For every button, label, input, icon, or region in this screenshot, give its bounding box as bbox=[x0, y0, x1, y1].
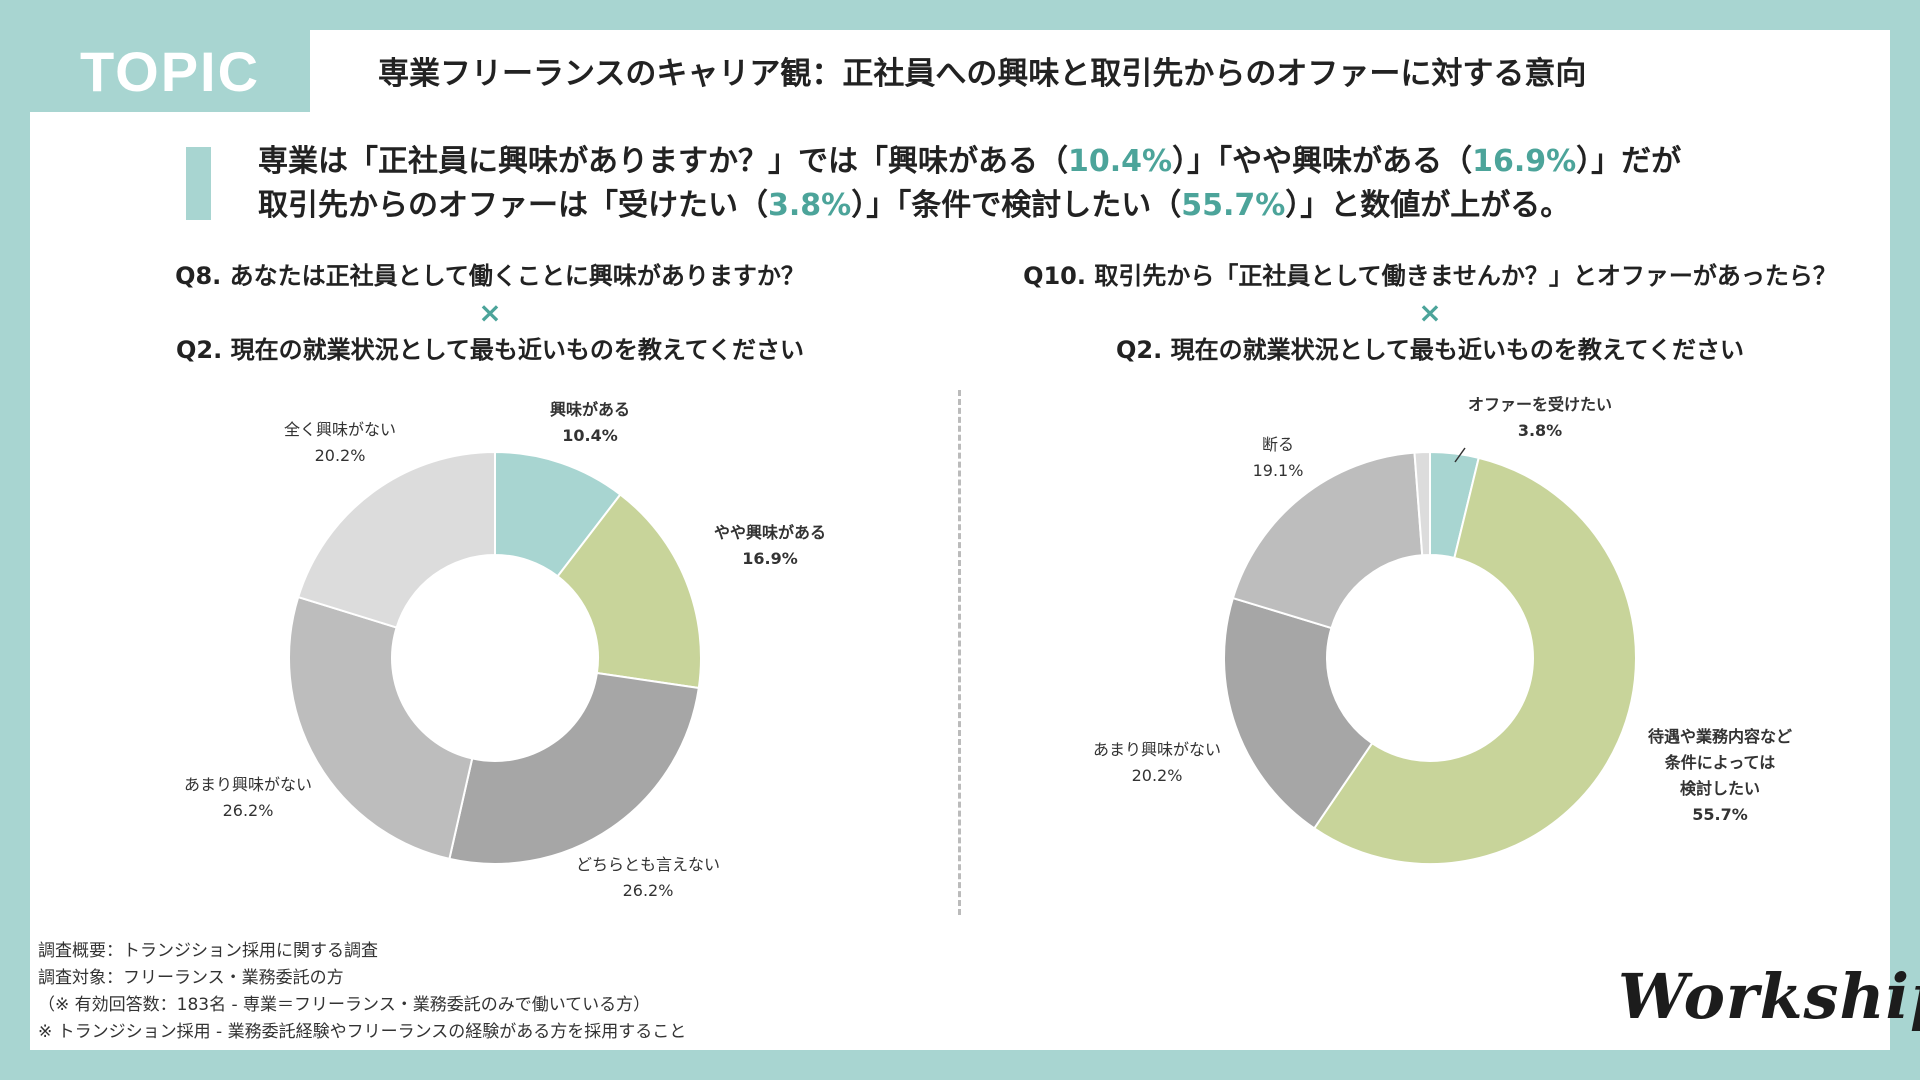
summary-value-accept: 3.8% bbox=[768, 188, 852, 223]
summary-text: 専業は「正社員に興味がありますか？」では「興味がある（10.4%）」「やや興味が… bbox=[258, 140, 1818, 228]
chart2-label-2: あまり興味がない 20.2% bbox=[1093, 740, 1221, 785]
footnote-line-2: 調査対象：フリーランス・業務委託の方 bbox=[38, 968, 344, 988]
summary-value-somewhat-interested: 16.9% bbox=[1472, 144, 1577, 179]
chart1-slice-3 bbox=[288, 595, 474, 861]
chart-divider bbox=[958, 390, 961, 915]
chart1-label-2: どちらとも言えない 26.2% bbox=[576, 855, 720, 900]
footnote-line-4: ※ トランジション採用 - 業務委託経験やフリーランスの経験がある方を採用するこ… bbox=[38, 1022, 687, 1042]
chart2-leader-line bbox=[1454, 447, 1466, 463]
left-cross-icon: × bbox=[478, 296, 502, 329]
footnote-line-3: （※ 有効回答数：183名 - 専業＝フリーランス・業務委託のみで働いている方） bbox=[38, 995, 651, 1015]
survey-footnote: 調査概要：トランジション採用に関する調査 調査対象：フリーランス・業務委託の方 … bbox=[38, 938, 686, 1046]
right-question-main: Q10. 取引先から「正社員として働きませんか？」とオファーがあったら？ bbox=[1023, 262, 1837, 290]
summary-line2-part-c: ）」と数値が上がる。 bbox=[1285, 188, 1571, 223]
chart2-label-3: 断る 19.1% bbox=[1253, 435, 1304, 480]
chart1-slice-1 bbox=[556, 493, 702, 690]
chart2-slice-1 bbox=[1312, 456, 1637, 865]
summary-line-1: 専業は「正社員に興味がありますか？」では「興味がある（10.4%）」「やや興味が… bbox=[258, 140, 1818, 184]
chart1-label-0: 興味がある 10.4% bbox=[550, 400, 630, 445]
chart1-label-3: あまり興味がない 26.2% bbox=[184, 775, 312, 820]
workship-logo: Workship bbox=[1618, 960, 1920, 1033]
chart2-slice-3 bbox=[1231, 451, 1424, 630]
chart1-slice-2 bbox=[448, 671, 700, 865]
chart2-slice-4 bbox=[1413, 450, 1431, 557]
summary-line2-part-b: ）」「条件で検討したい（ bbox=[851, 188, 1182, 223]
left-question-sub: Q2. 現在の就業状況として最も近いものを教えてください bbox=[176, 336, 804, 364]
page-title: 専業フリーランスのキャリア観：正社員への興味と取引先からのオファーに対する意向 bbox=[378, 56, 1587, 92]
summary-line1-part-c: ）」だが bbox=[1576, 144, 1682, 179]
chart2-label-0: オファーを受けたい 3.8% bbox=[1468, 395, 1612, 440]
chart1-label-4: 全く興味がない 20.2% bbox=[284, 420, 396, 465]
left-question-main: Q8. あなたは正社員として働くことに興味がありますか？ bbox=[175, 262, 805, 290]
summary-value-interested: 10.4% bbox=[1068, 144, 1173, 179]
summary-line2-part-a: 取引先からのオファーは「受けたい（ bbox=[258, 188, 768, 223]
summary-line1-part-a: 専業は「正社員に興味がありますか？」では「興味がある（ bbox=[258, 144, 1068, 179]
topic-tag: TOPIC bbox=[30, 30, 310, 112]
left-question-block: Q8. あなたは正社員として働くことに興味がありますか？ × Q2. 現在の就業… bbox=[100, 258, 880, 368]
summary-accent-bar bbox=[186, 147, 211, 220]
chart2-slice-2 bbox=[1223, 596, 1374, 830]
right-question-block: Q10. 取引先から「正社員として働きませんか？」とオファーがあったら？ × Q… bbox=[960, 258, 1900, 368]
chart1-slice-4 bbox=[296, 450, 496, 629]
chart1-label-1: やや興味がある 16.9% bbox=[714, 523, 826, 568]
chart2-label-1: 待遇や業務内容など条件によっては検討したい 55.7% bbox=[1648, 727, 1792, 824]
right-question-sub: Q2. 現在の就業状況として最も近いものを教えてください bbox=[1116, 336, 1744, 364]
footnote-line-1: 調査概要：トランジション採用に関する調査 bbox=[38, 941, 378, 961]
right-cross-icon: × bbox=[1418, 296, 1442, 329]
summary-value-consider: 55.7% bbox=[1181, 188, 1286, 223]
summary-line1-part-b: ）」「やや興味がある（ bbox=[1172, 144, 1473, 179]
summary-line-2: 取引先からのオファーは「受けたい（3.8%）」「条件で検討したい（55.7%）」… bbox=[258, 184, 1818, 228]
